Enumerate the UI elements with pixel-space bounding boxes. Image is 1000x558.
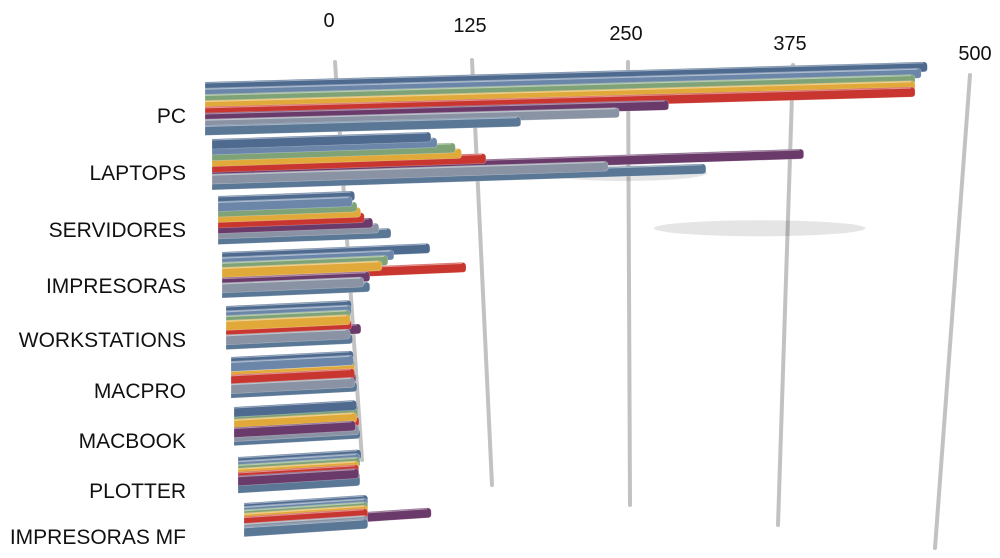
bar-highlight	[243, 498, 364, 508]
bar-highlight	[243, 515, 364, 525]
category-label: PC	[157, 105, 186, 128]
bar	[237, 468, 360, 487]
category-label: IMPRESORAS MF	[10, 526, 186, 549]
bar-highlight	[204, 75, 912, 96]
bar-highlight	[243, 509, 364, 519]
bar	[230, 354, 354, 372]
bar-highlight	[221, 243, 426, 254]
bar-shadow	[653, 220, 866, 237]
bar-highlight	[221, 255, 384, 264]
bar-highlight	[217, 197, 349, 204]
bar	[225, 328, 351, 346]
bar	[225, 314, 351, 331]
bar-highlight	[237, 465, 355, 474]
x-tick-label: 375	[773, 33, 806, 55]
bar-highlight	[243, 495, 364, 505]
bar	[217, 196, 353, 212]
x-tick-label: 125	[453, 15, 486, 37]
bar-highlight	[237, 457, 356, 467]
category-label: MACBOOK	[79, 430, 186, 453]
bar-highlight	[204, 117, 517, 127]
category-label: MACPRO	[94, 380, 186, 403]
gridline	[626, 60, 632, 507]
bar-highlight	[225, 329, 347, 337]
x-tick-label: 500	[958, 43, 991, 65]
bar-highlight	[230, 369, 351, 377]
category-label: LAPTOPS	[90, 162, 187, 185]
bar	[204, 116, 522, 136]
bar-highlight	[204, 62, 924, 84]
bar	[230, 377, 355, 395]
bar	[221, 260, 383, 278]
bar-highlight	[221, 277, 360, 285]
bar-highlight	[204, 108, 616, 121]
bar-highlight	[204, 87, 912, 109]
bar-highlight	[225, 305, 348, 313]
bars	[204, 61, 928, 538]
bar-highlight	[204, 100, 665, 115]
category-labels: PC LAPTOPS SERVIDORES IMPRESORAS WORKSTATION…	[10, 105, 186, 549]
bar-highlight	[243, 519, 364, 529]
grid-lines	[333, 58, 972, 550]
category-label: IMPRESORAS	[46, 275, 186, 298]
bar	[221, 276, 365, 294]
category-label: WORKSTATIONS	[19, 329, 186, 352]
bar	[211, 131, 432, 150]
category-label: SERVIDORES	[49, 219, 186, 242]
bar-highlight	[230, 355, 350, 363]
bar	[243, 518, 369, 538]
bar-highlight	[221, 250, 390, 259]
bar-highlight	[204, 68, 918, 90]
bar-highlight	[233, 421, 352, 430]
bar-highlight	[221, 261, 378, 269]
bar-highlight	[230, 351, 350, 359]
bar-highlight	[243, 505, 364, 515]
bar-highlight	[211, 132, 427, 141]
bar-highlight	[225, 300, 348, 308]
bar-highlight	[225, 315, 347, 322]
x-tick-label: 250	[609, 23, 642, 45]
bar-highlight	[217, 191, 351, 198]
bar-highlight	[225, 310, 347, 318]
bar-highlight	[237, 469, 355, 478]
x-axis-ticks: 0 125 250 375 500	[323, 10, 991, 65]
bar-highlight	[233, 413, 353, 421]
bar-highlight	[237, 453, 356, 463]
bar	[233, 399, 357, 418]
bar-highlight	[221, 272, 366, 280]
gridline	[470, 58, 494, 487]
category-label: PLOTTER	[89, 480, 186, 503]
bar-highlight	[237, 461, 355, 470]
bar-highlight	[230, 377, 351, 386]
bar	[211, 160, 609, 185]
bar-highlight	[243, 502, 364, 512]
bar-highlight	[237, 450, 358, 459]
gridline	[933, 73, 972, 550]
x-tick-label: 0	[323, 10, 334, 32]
bar-highlight	[211, 161, 605, 176]
bar	[233, 420, 356, 438]
gridline	[776, 63, 795, 527]
bar-highlight	[204, 81, 912, 103]
bar-highlight	[233, 400, 353, 409]
